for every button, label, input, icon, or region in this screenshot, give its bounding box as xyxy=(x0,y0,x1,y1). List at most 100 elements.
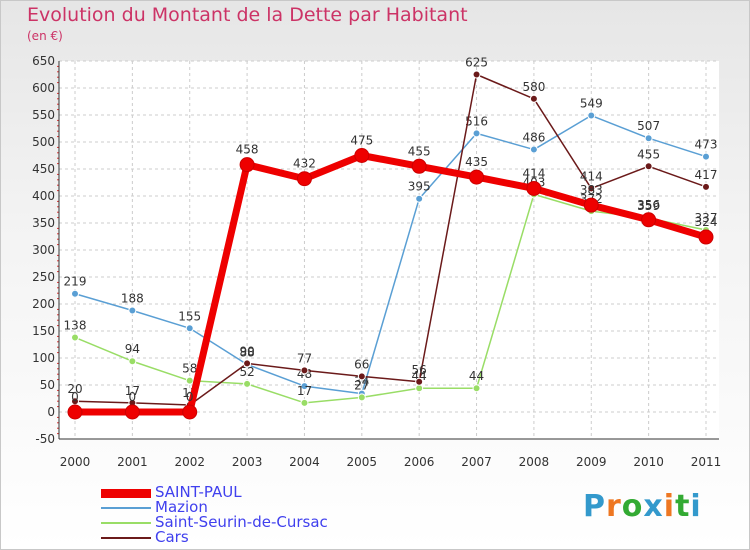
legend-label: Saint-Seurin-de-Cursac xyxy=(155,513,328,531)
y-tick-label: 300 xyxy=(32,243,55,257)
y-tick-label: 250 xyxy=(32,270,55,284)
data-label: 27 xyxy=(354,378,369,392)
data-point xyxy=(185,324,194,333)
data-point xyxy=(526,180,542,196)
data-label: 44 xyxy=(469,369,484,383)
data-label: 77 xyxy=(297,351,312,365)
logo-letter: i xyxy=(663,489,676,524)
logo-letter: o xyxy=(621,489,644,524)
y-tick-label: 200 xyxy=(32,297,55,311)
logo-letter: t xyxy=(675,489,691,524)
data-point xyxy=(71,333,79,342)
data-label: 52 xyxy=(239,365,254,379)
data-point xyxy=(300,366,309,375)
data-label: 58 xyxy=(182,362,197,376)
data-point xyxy=(239,157,255,173)
x-tick-label: 2011 xyxy=(691,455,722,469)
data-label: 88 xyxy=(239,345,254,359)
data-label: 44 xyxy=(412,369,427,383)
x-tick-label: 2006 xyxy=(404,455,435,469)
series-line xyxy=(74,73,707,406)
y-tick-label: 500 xyxy=(32,135,55,149)
data-label: 455 xyxy=(637,147,660,161)
legend-swatch xyxy=(101,507,151,509)
data-label: 580 xyxy=(522,80,545,94)
data-label: 155 xyxy=(178,309,201,323)
data-label: 0 xyxy=(71,390,79,404)
x-tick-label: 2005 xyxy=(347,455,378,469)
logo-letter: x xyxy=(643,489,664,524)
y-tick-label: 450 xyxy=(32,162,55,176)
data-label: 0 xyxy=(186,390,194,404)
y-tick-label: 550 xyxy=(32,108,55,122)
data-label: 324 xyxy=(695,215,718,229)
x-tick-label: 2010 xyxy=(633,455,664,469)
data-label: 432 xyxy=(293,157,316,171)
y-tick-label: -50 xyxy=(35,432,55,446)
y-tick-label: 400 xyxy=(32,189,55,203)
data-label: 625 xyxy=(465,56,488,70)
x-tick-label: 2008 xyxy=(519,455,550,469)
y-axis-unit-label: (en €) xyxy=(27,29,63,43)
series-line xyxy=(74,193,707,404)
data-point xyxy=(644,134,653,143)
data-label: 458 xyxy=(236,143,259,157)
data-label: 219 xyxy=(64,275,87,289)
data-label: 17 xyxy=(125,384,140,398)
data-label: 414 xyxy=(580,169,603,183)
x-tick-label: 2003 xyxy=(232,455,263,469)
series-line xyxy=(74,114,707,395)
data-label: 417 xyxy=(695,168,718,182)
data-label: 549 xyxy=(580,97,603,111)
data-point xyxy=(472,129,481,138)
data-label: 20 xyxy=(67,382,82,396)
y-tick-label: 100 xyxy=(32,351,55,365)
data-label: 435 xyxy=(465,155,488,169)
data-label: 359 xyxy=(637,199,660,213)
x-tick-label: 2004 xyxy=(289,455,320,469)
data-point xyxy=(128,357,137,366)
legend-label: Cars xyxy=(155,528,189,546)
proxiti-logo: Proxiti xyxy=(583,489,702,524)
data-label: 34 xyxy=(354,375,369,389)
data-point xyxy=(587,111,596,120)
data-label: 486 xyxy=(522,131,545,145)
data-point xyxy=(243,379,252,388)
data-label: 475 xyxy=(350,134,373,148)
data-label: 507 xyxy=(637,119,660,133)
logo-letter: P xyxy=(583,489,606,524)
data-point xyxy=(529,145,538,154)
data-point xyxy=(702,152,710,161)
data-point xyxy=(182,404,198,420)
data-label: 414 xyxy=(522,166,545,180)
data-label: 66 xyxy=(354,357,369,371)
data-point xyxy=(469,169,485,185)
data-point xyxy=(411,158,427,174)
y-tick-label: 150 xyxy=(32,324,55,338)
data-point xyxy=(644,162,653,171)
y-tick-label: 650 xyxy=(32,54,55,68)
x-tick-label: 2007 xyxy=(461,455,492,469)
data-point xyxy=(357,393,366,402)
legend-swatch xyxy=(101,489,151,498)
data-label: 188 xyxy=(121,291,144,305)
data-label: 138 xyxy=(64,318,87,332)
legend-swatch xyxy=(101,522,151,524)
data-point xyxy=(415,194,424,203)
data-label: 56 xyxy=(412,363,427,377)
data-label: 395 xyxy=(408,180,431,194)
x-tick-label: 2001 xyxy=(117,455,148,469)
data-point xyxy=(300,382,309,391)
data-label: 516 xyxy=(465,114,488,128)
data-point xyxy=(296,171,312,187)
data-point xyxy=(415,377,424,386)
data-point xyxy=(641,212,657,228)
data-label: 356 xyxy=(637,198,660,212)
data-label: 455 xyxy=(408,144,431,158)
data-point xyxy=(128,306,137,315)
data-point xyxy=(124,404,140,420)
data-point xyxy=(698,229,714,245)
data-point xyxy=(472,70,481,79)
